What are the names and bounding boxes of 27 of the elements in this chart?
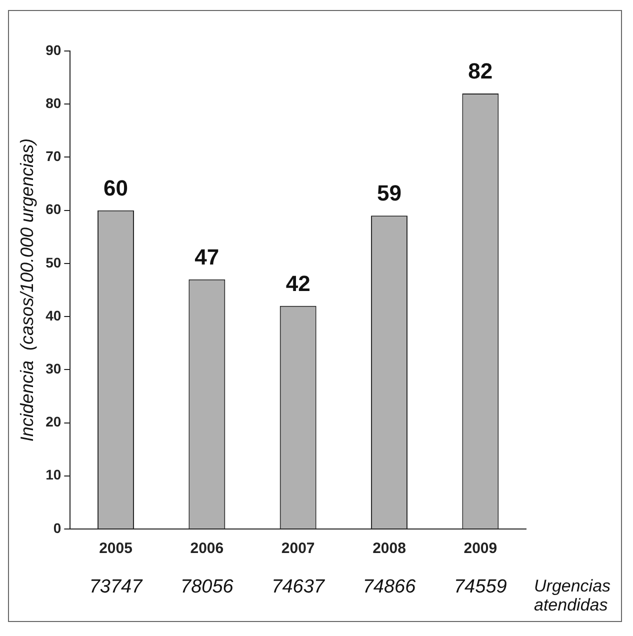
data-label: 60 <box>104 175 128 200</box>
y-tick-label: 50 <box>46 254 62 270</box>
y-tick-label: 0 <box>53 520 62 536</box>
y-tick-label: 80 <box>46 94 62 111</box>
text: Urgencias atendidas <box>534 576 612 615</box>
text: 74559 <box>454 576 508 598</box>
y-tick-label: 90 <box>46 42 62 58</box>
data-label: 82 <box>468 58 493 84</box>
text: 73747 <box>89 576 144 598</box>
data-label: 42 <box>286 270 310 296</box>
x-tick-label: 2006 <box>190 540 224 558</box>
y-tick-label: 20 <box>46 414 62 430</box>
text: 78056 <box>180 576 234 598</box>
x-tick-label: 2009 <box>464 540 498 558</box>
y-tick-label: 60 <box>46 201 62 218</box>
y-tick-label: 40 <box>46 307 62 324</box>
y-tick-label: 30 <box>46 360 62 377</box>
data-label: 59 <box>377 180 402 206</box>
text: 74866 <box>362 576 416 598</box>
data-label: 47 <box>194 244 220 270</box>
y-axis-title: Incidencia (casos/100.000 urgencias) <box>16 138 37 442</box>
x-tick-label: 2008 <box>372 540 406 558</box>
y-tick-label: 70 <box>46 148 62 164</box>
text: 74637 <box>272 576 326 598</box>
x-tick-label: 2007 <box>281 540 315 558</box>
y-tick-label: 10 <box>46 466 62 483</box>
x-tick-label: 2005 <box>99 540 132 558</box>
